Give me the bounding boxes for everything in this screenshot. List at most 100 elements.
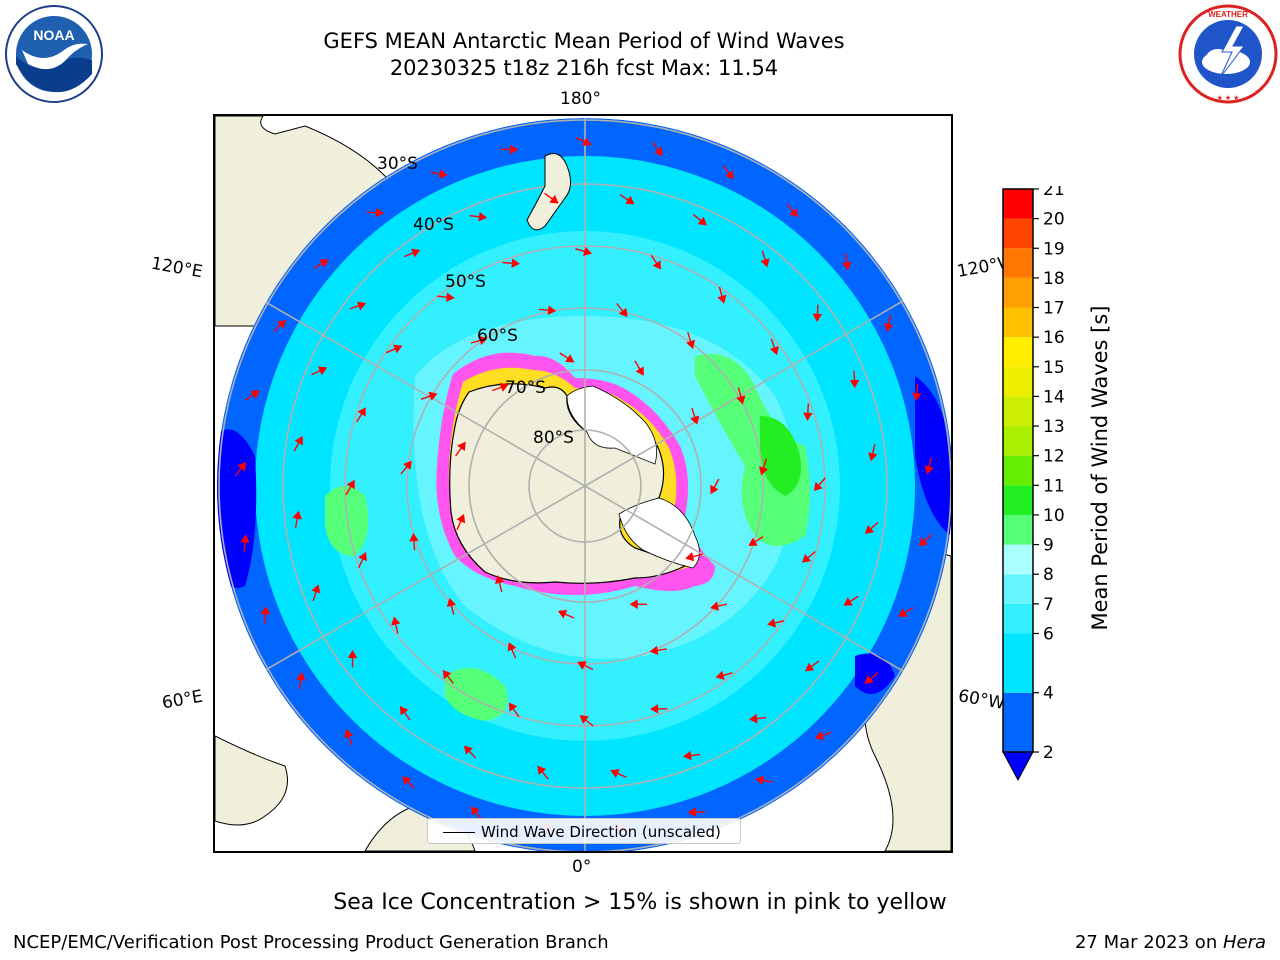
wave-arrow-head [690,415,700,425]
colorbar-bin [1003,277,1033,308]
wave-arrow-head [582,246,593,256]
footer-date: 27 Mar 2023 on Hera [1075,932,1266,953]
longitude-grid [217,118,951,851]
footer-machine: Hera [1222,932,1266,953]
wave-arrow-head [391,616,401,626]
wave-arrow-head [755,775,765,785]
wave-arrow-head [769,345,779,356]
wave-arrow-head [582,137,592,146]
colorbar-bin [1003,248,1033,278]
colorbar-tick-label: 21 [1043,186,1065,200]
wave-arrow-head [654,147,663,157]
wave-arrow-head [759,466,769,476]
wave-arrow-head [686,339,696,349]
colorbar-bin [1003,307,1033,338]
colorbar-tick-label: 18 [1043,269,1065,289]
colorbar-tick-label: 15 [1043,358,1065,378]
lon-label-180: 180° [560,89,601,109]
wave-arrow-head [358,551,367,562]
wave-arrow-head [547,305,557,315]
wave-arrow-head [864,525,875,534]
wave-arrow-head [760,258,770,268]
colorbar-svg: 2 4 6 7 8 9 10 11 12 13 14 15 16 17 18 19 20 21 [1002,180,1065,782]
legend-line-icon [443,832,475,833]
wave-arrow-head [292,510,302,520]
wave-patch-under-2 [915,376,951,536]
wave-arrow-head [736,395,746,405]
colorbar-bin [1003,426,1033,456]
colorbar-bin [1003,514,1033,545]
colorbar-bin [1003,396,1033,427]
wave-arrow-head [296,672,306,681]
wave-arrow-head [508,702,518,712]
wave-arrow-head [511,258,520,268]
wave-arrow-head [618,307,628,318]
wave-arrow-head [725,170,734,180]
wave-arrow-head [803,412,813,421]
wave-arrow-head [428,391,438,401]
wave-arrow-head [610,769,620,778]
wave-arrow-head [635,366,644,376]
wave-arrow-head [912,392,922,402]
colorbar-bin [1003,337,1033,367]
wave-arrow-head [813,481,823,492]
wave-patch-10-11 [760,416,801,496]
wave-arrow-head [357,407,366,417]
lon-label-60w: 60°W [956,686,1007,714]
wave-arrow-head [403,460,412,470]
colorbar-tick-label: 10 [1043,506,1065,526]
weddell-ice [618,497,700,569]
colorbar-frame [1002,188,1034,753]
wave-arrow-head [715,670,725,680]
wave-arrow-head [478,212,488,222]
wave-arrow-head [317,366,328,376]
wave-arrow-head [652,260,662,270]
colorbar-label: Mean Period of Wind Waves [s] [1088,305,1112,631]
colorbar: 2 4 6 7 8 9 10 11 12 13 14 15 16 17 18 19 20 21 [1000,180,1070,786]
wave-arrow-head [240,534,250,543]
wave-arrow-head [748,537,758,546]
wave-arrow-head [868,452,878,462]
ross-ice-shelf [566,385,658,465]
wave-arrow-head [842,261,852,271]
wave-arrow-head [697,216,707,226]
colorbar-tick-label: 14 [1043,387,1065,407]
wave-arrow-head [687,807,696,817]
wave-arrow-head [499,382,509,392]
colorbar-bin [1003,189,1033,219]
wave-arrow-head [649,645,659,655]
lat-label: 60°S [477,326,518,346]
wave-arrow-head [347,650,358,659]
wave-patch-9-10 [695,354,810,546]
colorbar-tick-label: 7 [1043,595,1054,615]
wave-arrow-head [260,606,271,615]
wave-arrow-head [393,344,403,354]
colorbar-tick-label: 12 [1043,447,1065,467]
wave-arrow-head [710,601,720,611]
lon-label-60e: 60°E [160,686,205,714]
colorbar-bin [1003,366,1033,397]
wave-arrow-head [402,776,412,786]
wave-arrow-head [470,806,480,816]
wave-arrow-head [565,354,575,363]
lat-label: 40°S [413,215,454,235]
wave-arrow-head [849,379,860,389]
colorbar-bin [1003,485,1033,515]
colorbar-tick-label: 11 [1043,476,1065,496]
wave-arrow-head [789,208,799,218]
wave-arrow-head [446,292,455,302]
wave-arrow-head [346,479,355,490]
wave-arrow-head [577,661,587,670]
footer-date-text: 27 Mar 2023 on [1074,932,1223,953]
wave-arrow-head [463,745,473,755]
chart-title: GEFS MEAN Antarctic Mean Period of Wind … [323,29,845,53]
wave-arrow-head [557,609,568,619]
wave-arrow-head [864,675,874,684]
colorbar-under-triangle [1002,751,1034,782]
svg-text:WEATHER: WEATHER [1208,10,1248,19]
wave-arrow-head [457,441,466,451]
lat-label: 30°S [377,154,418,174]
colorbar-tick-label: 17 [1043,299,1065,319]
wave-arrow-head [650,704,659,714]
colorbar-tick-label: 16 [1043,328,1065,348]
